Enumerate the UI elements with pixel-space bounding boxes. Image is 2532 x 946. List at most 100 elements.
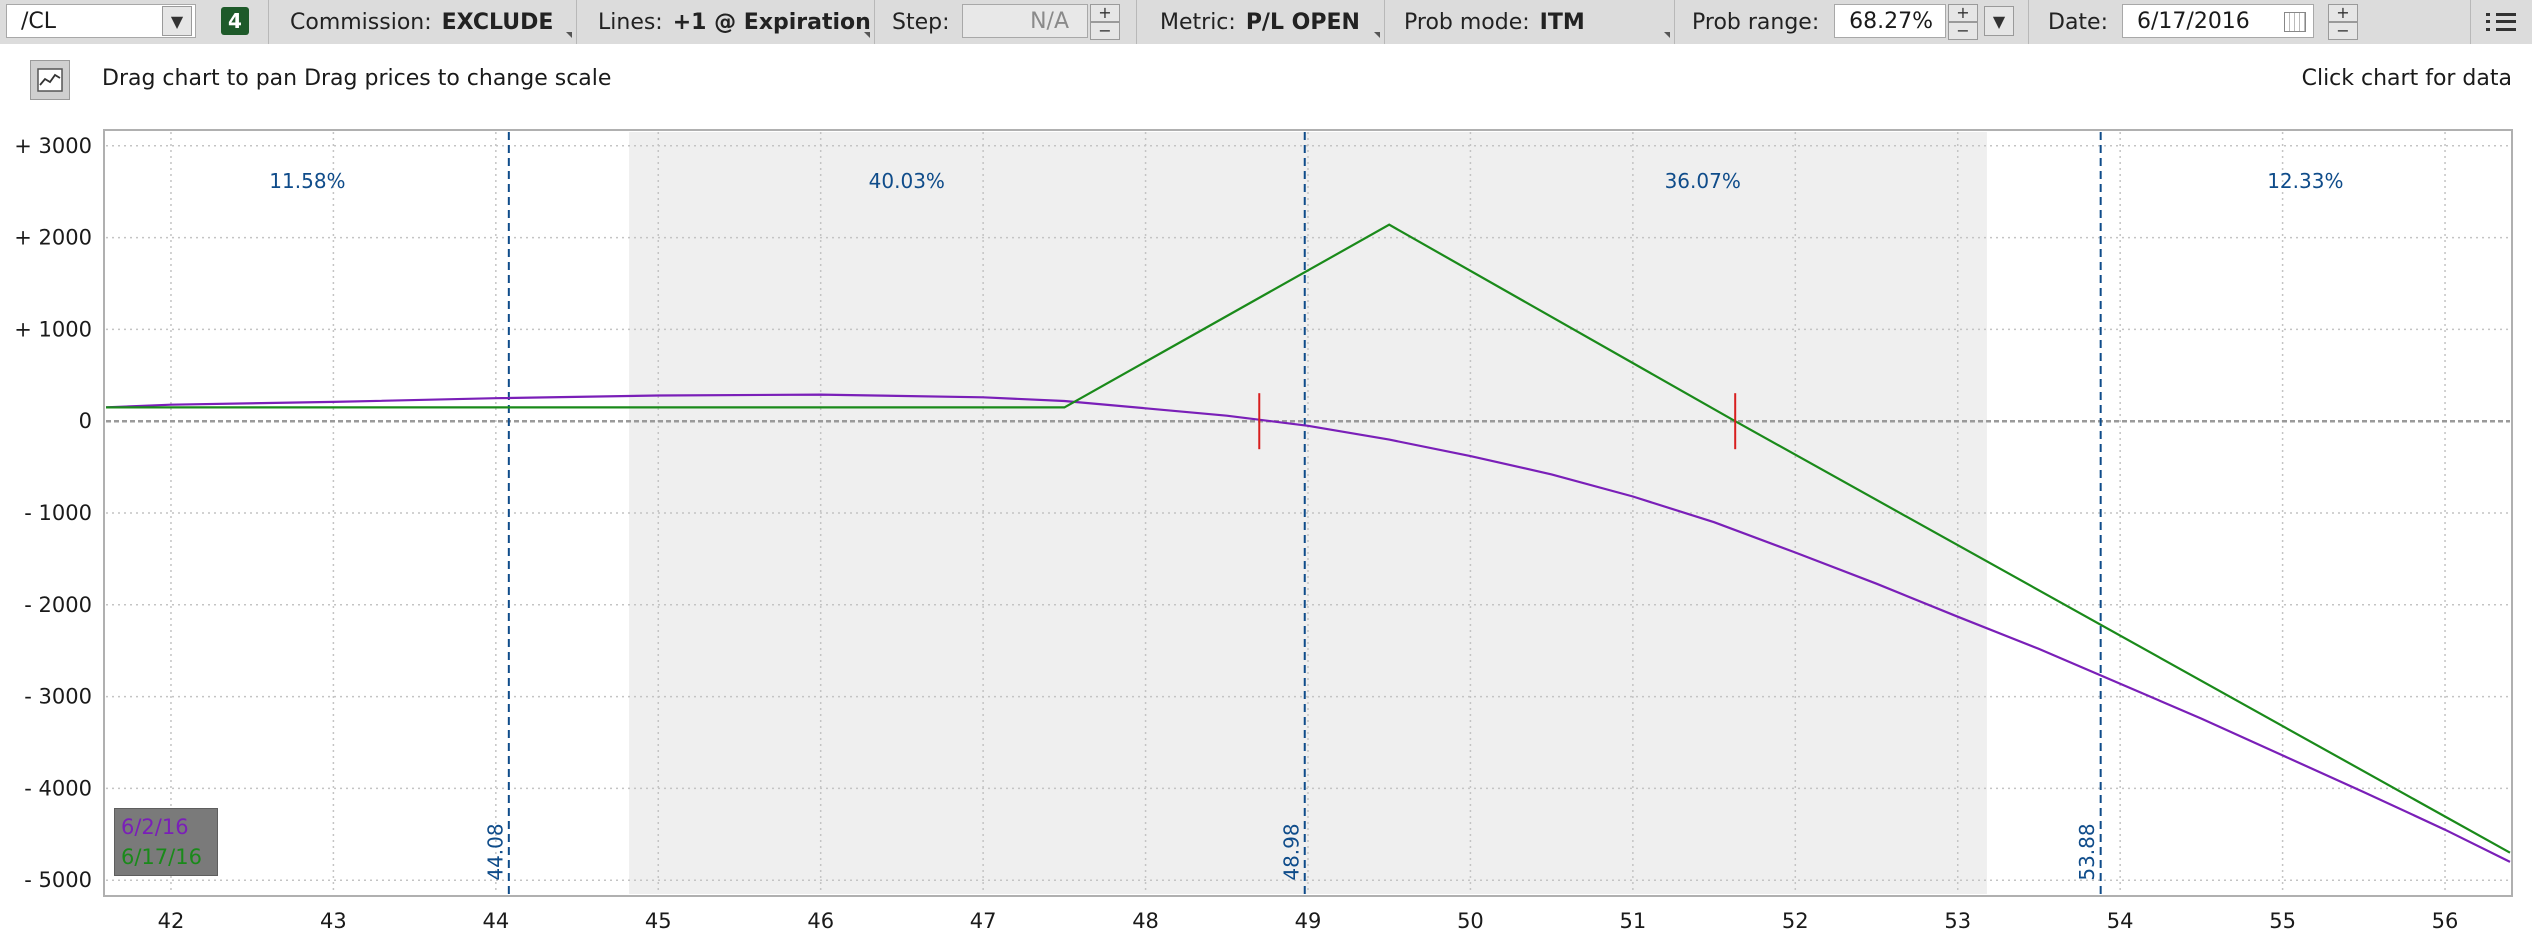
y-tick-label: - 1000 [24, 501, 92, 525]
calendar-icon[interactable] [2284, 12, 2306, 32]
commission-control[interactable]: Commission: EXCLUDE [290, 0, 553, 44]
prob-range-label: Prob range: [1692, 9, 1820, 35]
region-probability-label: 40.03% [869, 169, 945, 193]
y-tick-label: - 4000 [24, 776, 92, 800]
step-value: N/A [1030, 8, 1069, 34]
series-line-6-2-16 [105, 393, 2511, 863]
separator [874, 0, 875, 44]
metric-label: Metric: [1160, 9, 1236, 35]
price-lines: 44.08 48.98 53.88 [483, 132, 2102, 894]
breakeven-markers [1258, 393, 1737, 450]
step-label: Step: [892, 9, 950, 35]
separator [2470, 0, 2471, 44]
chevron-down-icon: ▼ [1992, 11, 2006, 31]
commission-label: Commission: [290, 9, 432, 35]
date-field[interactable]: 6/17/2016 [2122, 4, 2314, 38]
x-tick-label: 55 [2269, 909, 2296, 933]
prob-range-stepper[interactable]: + − [1948, 4, 1978, 40]
prob-mode-control[interactable]: Prob mode: ITM [1404, 0, 1585, 44]
prob-range-value: 68.27% [1849, 8, 1933, 34]
x-tick-label: 45 [645, 909, 672, 933]
x-tick-label: 49 [1295, 909, 1322, 933]
separator [576, 0, 577, 44]
x-tick-label: 42 [158, 909, 185, 933]
x-tick-label: 53 [1944, 909, 1971, 933]
series [105, 223, 2511, 863]
price-line-label: 44.08 [483, 823, 507, 880]
prob-mode-value: ITM [1539, 9, 1585, 35]
grid [106, 132, 2510, 894]
x-tick-label: 52 [1782, 909, 1809, 933]
plus-icon[interactable]: + [1948, 4, 1978, 22]
corner-triangle-icon [566, 32, 572, 38]
x-tick-label: 46 [807, 909, 834, 933]
minus-icon[interactable]: − [1090, 22, 1120, 40]
minus-icon[interactable]: − [1948, 22, 1978, 40]
y-tick-label: + 3000 [14, 134, 92, 158]
y-tick-label: - 5000 [24, 868, 92, 892]
commission-value: EXCLUDE [441, 9, 554, 35]
date-label: Date: [2048, 9, 2108, 35]
legend-item-6-2-16: 6/2/16 [121, 815, 189, 839]
separator [268, 0, 269, 44]
corner-triangle-icon [1664, 32, 1670, 38]
x-tick-label: 43 [320, 909, 347, 933]
metric-control[interactable]: Metric: P/L OPEN [1160, 0, 1360, 44]
leg-count-badge[interactable]: 4 [221, 7, 249, 35]
y-tick-label: + 2000 [14, 226, 92, 250]
y-tick-label: 0 [79, 409, 92, 433]
plus-icon[interactable]: + [2328, 4, 2358, 22]
y-axis[interactable]: + 3000 + 2000 + 1000 0 - 1000 - 2000 - 3000 - 4… [14, 134, 92, 892]
y-tick-label: - 3000 [24, 685, 92, 709]
region-labels: 11.58% 40.03% 36.07% 12.33% [269, 169, 2343, 193]
prob-mode-label: Prob mode: [1404, 9, 1530, 35]
plus-icon[interactable]: + [1090, 4, 1120, 22]
lines-control[interactable]: Lines: +1 @ Expiration [598, 0, 871, 44]
separator [1674, 0, 1675, 44]
step-stepper[interactable]: + − [1090, 4, 1120, 40]
toolbar: /CL ▼ 4 Commission: EXCLUDE Lines: +1 @ … [0, 0, 2532, 45]
symbol-dropdown-button[interactable]: ▼ [162, 6, 192, 36]
chart-hint-bar [0, 44, 2532, 120]
drag-hint: Drag chart to pan Drag prices to change … [102, 66, 612, 91]
symbol-value: /CL [21, 8, 57, 34]
region-probability-label: 36.07% [1665, 169, 1741, 193]
price-line-label: 53.88 [2075, 823, 2099, 880]
corner-triangle-icon [1374, 32, 1380, 38]
pl-chart[interactable]: 44.08 48.98 53.88 11.58% 40.03% 36.07% 12.33%… [0, 120, 2532, 946]
click-hint: Click chart for data [2301, 66, 2512, 91]
lines-value: +1 @ Expiration [672, 9, 871, 35]
y-tick-label: + 1000 [14, 317, 92, 341]
menu-list-icon[interactable] [2486, 8, 2516, 36]
region-probability-label: 12.33% [2267, 169, 2343, 193]
prob-range-field[interactable]: 68.27% [1834, 4, 1946, 38]
corner-triangle-icon [864, 32, 870, 38]
x-tick-label: 54 [2107, 909, 2134, 933]
legend: 6/2/16 6/17/16 [114, 808, 218, 876]
chevron-down-icon: ▼ [170, 11, 184, 31]
y-tick-label: - 2000 [24, 593, 92, 617]
metric-value: P/L OPEN [1245, 9, 1360, 35]
minus-icon[interactable]: − [2328, 22, 2358, 40]
separator [1384, 0, 1385, 44]
series-line-6-17-16 [106, 223, 2511, 854]
x-tick-label: 56 [2432, 909, 2459, 933]
x-tick-label: 44 [482, 909, 509, 933]
legend-item-6-17-16: 6/17/16 [121, 845, 202, 869]
x-tick-label: 48 [1132, 909, 1159, 933]
prob-range-dropdown-button[interactable]: ▼ [1984, 6, 2014, 36]
separator [2028, 0, 2029, 44]
x-tick-label: 47 [970, 909, 997, 933]
step-field[interactable]: N/A [962, 4, 1088, 38]
lines-label: Lines: [598, 9, 663, 35]
chart-style-button[interactable] [30, 60, 70, 100]
separator [1136, 0, 1137, 44]
x-tick-label: 51 [1619, 909, 1646, 933]
date-stepper[interactable]: + − [2328, 4, 2358, 40]
region-probability-label: 11.58% [269, 169, 345, 193]
x-axis[interactable]: 42 43 44 45 46 47 48 49 50 51 52 53 54 55 56 [158, 909, 2459, 933]
date-value: 6/17/2016 [2137, 8, 2250, 34]
x-tick-label: 50 [1457, 909, 1484, 933]
line-chart-icon [37, 68, 63, 92]
price-line-label: 48.98 [1279, 823, 1303, 880]
